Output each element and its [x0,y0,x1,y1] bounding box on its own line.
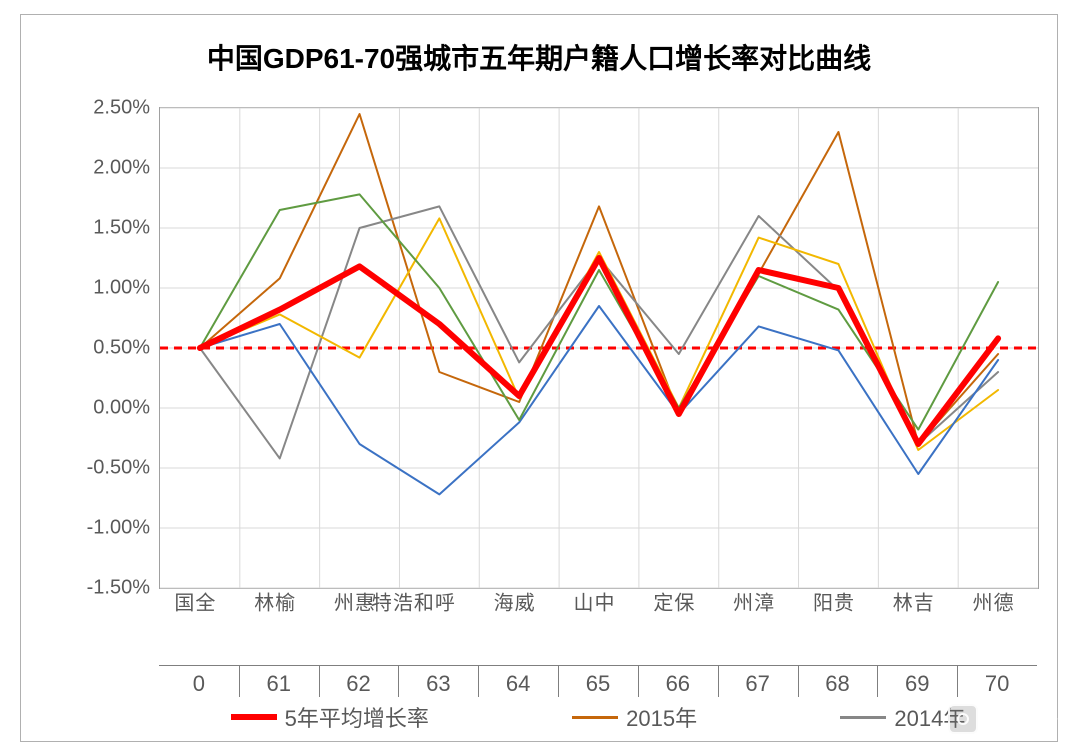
xnumber-divider [718,665,719,697]
y-tick-label: 2.00% [93,157,160,180]
x-category-label: 漳州 [746,592,772,612]
legend-item: 2015年 [572,701,697,733]
x-number-label: 64 [506,671,530,697]
legend-item: 5年平均增长率 [231,701,429,733]
x-number-label: 0 [193,671,205,697]
legend-label: 5年平均增长率 [285,701,429,733]
chart-stage: 中国GDP61-70强城市五年期户籍人口增长率对比曲线 -1.50%-1.00%… [0,0,1076,754]
legend-swatch [572,716,618,719]
x-number-label: 66 [666,671,690,697]
x-category-label: 全国 [187,592,213,612]
x-number-label: 69 [905,671,929,697]
xnumber-divider [877,665,878,697]
legend-label: 2014年 [894,701,965,733]
y-tick-label: -1.00% [87,517,160,540]
chart-title: 中国GDP61-70强城市五年期户籍人口增长率对比曲线 [21,37,1057,77]
legend-item: 2014年 [840,701,965,733]
legend: 5年平均增长率 2015年 2014年 [159,701,1037,733]
xnumber-divider [638,665,639,697]
legend-label: 2015年 [626,701,697,733]
plot-svg [160,108,1038,588]
x-category-label: 贵阳 [825,592,851,612]
xnumber-divider [478,665,479,697]
xnumber-divider [319,665,320,697]
x-category-label: 保定 [666,592,692,612]
x-number-label: 63 [426,671,450,697]
x-category-label: 榆林 [267,592,293,612]
x-category-label: 吉林 [905,592,931,612]
x-category-label: 中山 [586,592,612,612]
x-category-label: 威海 [506,592,532,612]
xnumber-separator [159,665,1037,666]
plot-area: -1.50%-1.00%-0.50%0.00%0.50%1.00%1.50%2.… [159,107,1039,589]
y-tick-label: 0.50% [93,337,160,360]
x-category-label: 呼和浩特 [426,592,452,612]
x-number-label: 62 [346,671,370,697]
x-number-label: 67 [745,671,769,697]
xnumber-row: 061626364656667686970 [159,697,1037,698]
x-number-label: 70 [985,671,1009,697]
xnumber-divider [558,665,559,697]
xnumber-divider [957,665,958,697]
y-tick-label: 1.50% [93,217,160,240]
y-tick-label: -1.50% [87,577,160,600]
x-category-label: 德州 [985,592,1011,612]
y-tick-label: 0.00% [93,397,160,420]
xnumber-divider [398,665,399,697]
y-tick-label: 1.00% [93,277,160,300]
xnumber-divider [798,665,799,697]
chart-frame: 中国GDP61-70强城市五年期户籍人口增长率对比曲线 -1.50%-1.00%… [20,14,1058,742]
legend-swatch [231,714,277,720]
y-tick-label: -0.50% [87,457,160,480]
x-number-label: 65 [586,671,610,697]
x-number-label: 68 [825,671,849,697]
xnumber-divider [239,665,240,697]
y-tick-label: 2.50% [93,97,160,120]
x-number-label: 61 [266,671,290,697]
legend-swatch [840,716,886,719]
